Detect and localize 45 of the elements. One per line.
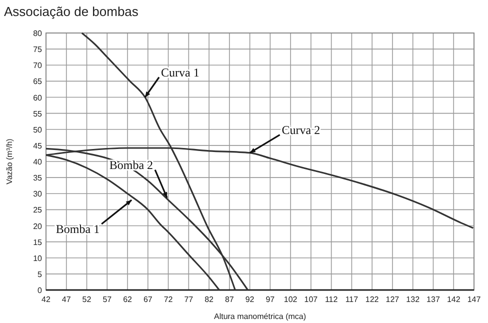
- x-tick-label: 52: [82, 295, 92, 304]
- x-tick-label: 127: [386, 295, 400, 304]
- x-tick-label: 57: [102, 295, 112, 304]
- x-tick-label: 82: [204, 295, 214, 304]
- x-tick-label: 92: [245, 295, 255, 304]
- y-tick-label: 70: [33, 61, 43, 70]
- x-tick-label: 122: [365, 295, 380, 304]
- x-tick-label: 97: [266, 295, 276, 304]
- x-tick-label: 62: [123, 295, 133, 304]
- y-tick-label: 75: [33, 45, 43, 54]
- y-tick-label: 5: [38, 270, 43, 279]
- x-axis-title: Altura manométrica (mca): [214, 312, 306, 321]
- y-tick-label: 45: [33, 141, 43, 150]
- x-tick-label: 112: [324, 295, 338, 304]
- y-tick-label: 50: [33, 125, 43, 134]
- x-tick-label: 117: [345, 295, 359, 304]
- x-tick-label: 87: [224, 295, 234, 304]
- y-tick-label: 25: [33, 206, 43, 215]
- annotation: Bomba 1: [56, 222, 100, 236]
- x-tick-label: 67: [143, 295, 153, 304]
- annotation: Curva 2: [282, 122, 320, 137]
- y-tick-label: 35: [33, 174, 43, 183]
- x-tick-label: 102: [284, 295, 298, 304]
- y-tick-label: 10: [33, 254, 43, 263]
- x-tick-label: 107: [304, 295, 318, 304]
- y-tick-label: 40: [33, 158, 43, 166]
- y-tick-label: 20: [33, 222, 43, 231]
- x-tick-label: 77: [184, 295, 194, 304]
- y-tick-label: 30: [33, 190, 43, 199]
- x-tick-label: 137: [426, 295, 440, 304]
- y-tick-label: 0: [38, 286, 43, 295]
- x-tick-label: 72: [164, 295, 174, 304]
- x-tick-label: 132: [406, 295, 420, 304]
- y-tick-label: 65: [33, 77, 43, 86]
- y-axis-title: Vazão (m³/h): [5, 138, 14, 184]
- x-tick-label: 47: [62, 295, 72, 304]
- y-tick-label: 55: [33, 109, 43, 118]
- x-tick-label: 147: [467, 295, 482, 304]
- y-tick-label: 60: [33, 93, 43, 102]
- annotation: Curva 1: [161, 65, 200, 80]
- y-tick-label: 80: [33, 29, 43, 38]
- y-tick-label: 15: [33, 238, 43, 247]
- chart-title: Associação de bombas: [4, 4, 139, 19]
- x-tick-label: 42: [42, 295, 51, 304]
- x-tick-label: 142: [446, 295, 461, 304]
